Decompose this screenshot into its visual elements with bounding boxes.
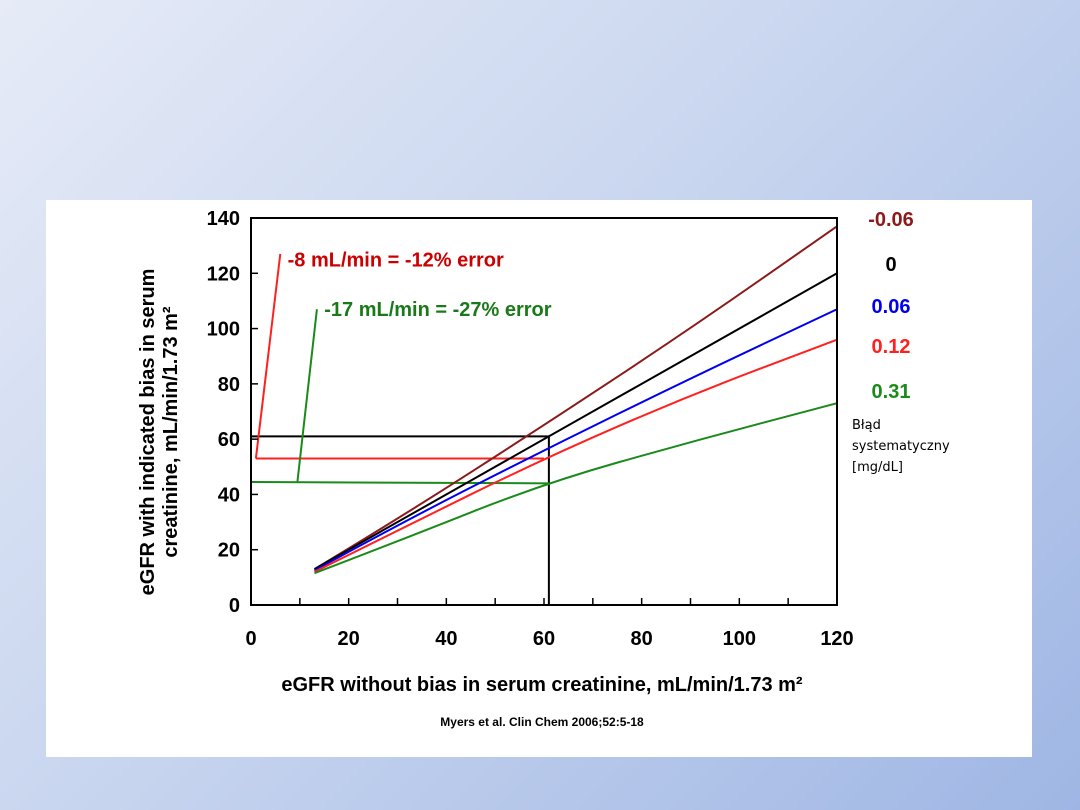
y-tick-label: 20: [218, 540, 240, 562]
x-tick-label: 120: [820, 628, 853, 650]
series-line-2: [314, 308, 838, 572]
x-tick-label: 80: [631, 628, 653, 650]
x-axis-title: eGFR without bias in serum creatinine, m…: [281, 674, 803, 696]
x-tick-label: 60: [533, 628, 555, 650]
series-label-3: 0.12: [872, 336, 911, 358]
plot-axes: 0 20 40 60 80 100 120 0 20 40 60 80 100 120 140 -0.06 0 0…: [207, 208, 914, 650]
guide-line-2: [254, 253, 282, 459]
egfr-bias-chart: 0 20 40 60 80 100 120 0 20 40 60 80 100 120 140 -0.06 0 0…: [137, 208, 950, 729]
series-label-4: 0.31: [872, 381, 911, 403]
annotation-1: -17 mL/min = -27% error: [324, 299, 552, 321]
series-label-2: 0.06: [872, 296, 911, 318]
plot-marks: [250, 225, 838, 605]
x-tick-label: 20: [338, 628, 360, 650]
y-axis-title-line2: creatinine, mL/min/1.73 m²: [160, 306, 182, 558]
legend-title-line1: Błąd: [852, 418, 881, 433]
legend-title-line2: systematyczny: [852, 439, 950, 454]
x-tick-label: 40: [435, 628, 457, 650]
y-axis-title-line1: eGFR with indicated bias in serum: [137, 269, 159, 596]
citation: Myers et al. Clin Chem 2006;52:5-18: [440, 715, 644, 729]
y-tick-label: 80: [218, 374, 240, 396]
annotation-0: -8 mL/min = -12% error: [288, 249, 504, 271]
y-tick-label: 100: [207, 319, 240, 341]
x-tick-label: 100: [723, 628, 756, 650]
plot-frame: [250, 217, 838, 606]
y-tick-label: 140: [207, 208, 240, 230]
y-tick-label: 40: [218, 484, 240, 506]
series-line-0: [313, 225, 838, 570]
y-tick-label: 120: [207, 263, 240, 285]
series-line-3: [314, 338, 838, 573]
guide-line-4: [296, 309, 318, 483]
y-tick-label: 0: [229, 595, 240, 617]
series-label-0: -0.06: [868, 209, 914, 231]
series-label-1: 0: [885, 254, 896, 276]
y-tick-label: 60: [218, 429, 240, 451]
legend-title-line3: [mg/dL]: [852, 460, 903, 475]
x-tick-label: 0: [245, 628, 256, 650]
guide-line-3: [250, 480, 549, 485]
chart-panel: 0 20 40 60 80 100 120 0 20 40 60 80 100 120 140 -0.06 0 0…: [46, 200, 1032, 757]
series-line-1: [313, 272, 838, 570]
series-line-4: [314, 402, 838, 575]
